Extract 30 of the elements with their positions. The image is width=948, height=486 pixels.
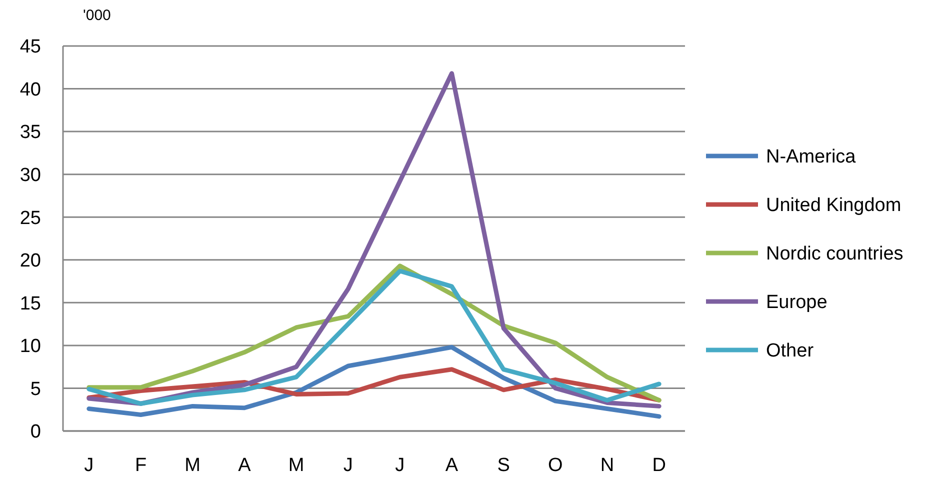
x-tick-label: S bbox=[497, 455, 510, 476]
x-tick-label: M bbox=[288, 455, 304, 476]
y-tick-label: 45 bbox=[20, 36, 41, 58]
y-tick-label: 40 bbox=[20, 79, 41, 100]
x-tick-label: D bbox=[652, 455, 666, 476]
y-axis-title: '000 bbox=[83, 7, 111, 24]
y-tick-label: 35 bbox=[20, 122, 41, 144]
y-tick-label: 15 bbox=[20, 293, 41, 314]
x-tick-label: A bbox=[238, 455, 252, 476]
y-tick-label: 0 bbox=[30, 422, 41, 443]
x-tick-label: J bbox=[84, 455, 94, 476]
y-tick-label: 5 bbox=[30, 378, 41, 400]
y-tick-label: 30 bbox=[20, 164, 41, 186]
x-tick-label: O bbox=[548, 455, 563, 476]
legend-label: Nordic countries bbox=[766, 244, 904, 265]
x-tick-label: A bbox=[445, 455, 458, 476]
y-tick-label: 20 bbox=[20, 250, 41, 272]
y-tick-label: 25 bbox=[20, 208, 41, 229]
x-tick-label: J bbox=[343, 455, 353, 476]
line-series bbox=[86, 71, 662, 408]
x-tick-label: N bbox=[600, 455, 614, 476]
line-series bbox=[86, 344, 662, 419]
legend-label: Europe bbox=[766, 292, 828, 314]
legend-label: N-America bbox=[766, 146, 856, 168]
x-tick-label: J bbox=[395, 455, 405, 476]
x-tick-label: F bbox=[134, 455, 147, 476]
legend-label: Other bbox=[766, 340, 814, 362]
x-tick-label: M bbox=[184, 455, 200, 476]
y-tick-label: 10 bbox=[20, 336, 41, 358]
legend-label: United Kingdom bbox=[766, 195, 902, 216]
